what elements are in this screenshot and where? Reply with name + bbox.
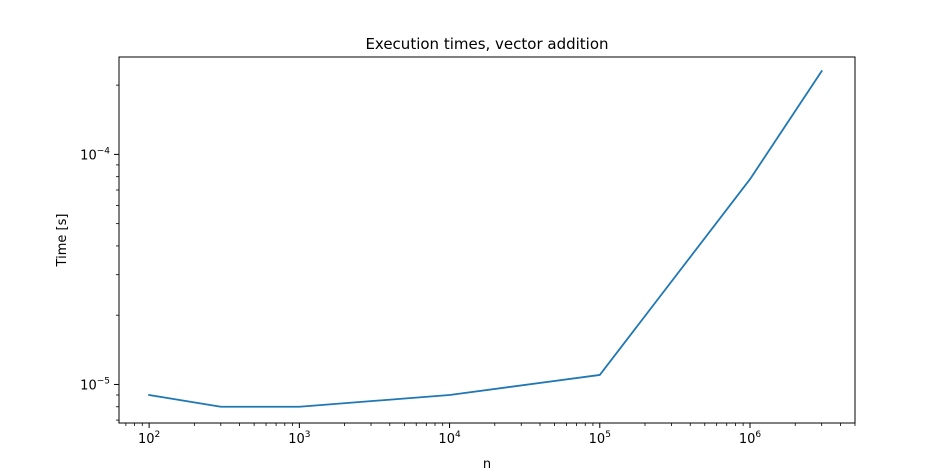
x-tick-label: 102 <box>138 430 160 447</box>
x-tick-label: 103 <box>288 430 310 447</box>
y-tick-label: 10−4 <box>80 146 110 163</box>
y-axis-label: Time [s] <box>55 214 70 268</box>
y-tick-label: 10−5 <box>80 376 110 393</box>
chart-title: Execution times, vector addition <box>365 35 608 53</box>
plot-area-frame <box>118 56 856 424</box>
series-line <box>148 69 823 408</box>
x-axis-label: n <box>483 457 491 472</box>
x-axis: 102 103 104 105 106 <box>125 423 856 447</box>
x-tick-label: 105 <box>589 430 611 447</box>
y-axis: 10−5 10−4 <box>80 84 119 421</box>
x-tick-label: 104 <box>438 430 461 447</box>
series-layer <box>148 69 823 408</box>
x-tick-label: 106 <box>739 430 762 447</box>
